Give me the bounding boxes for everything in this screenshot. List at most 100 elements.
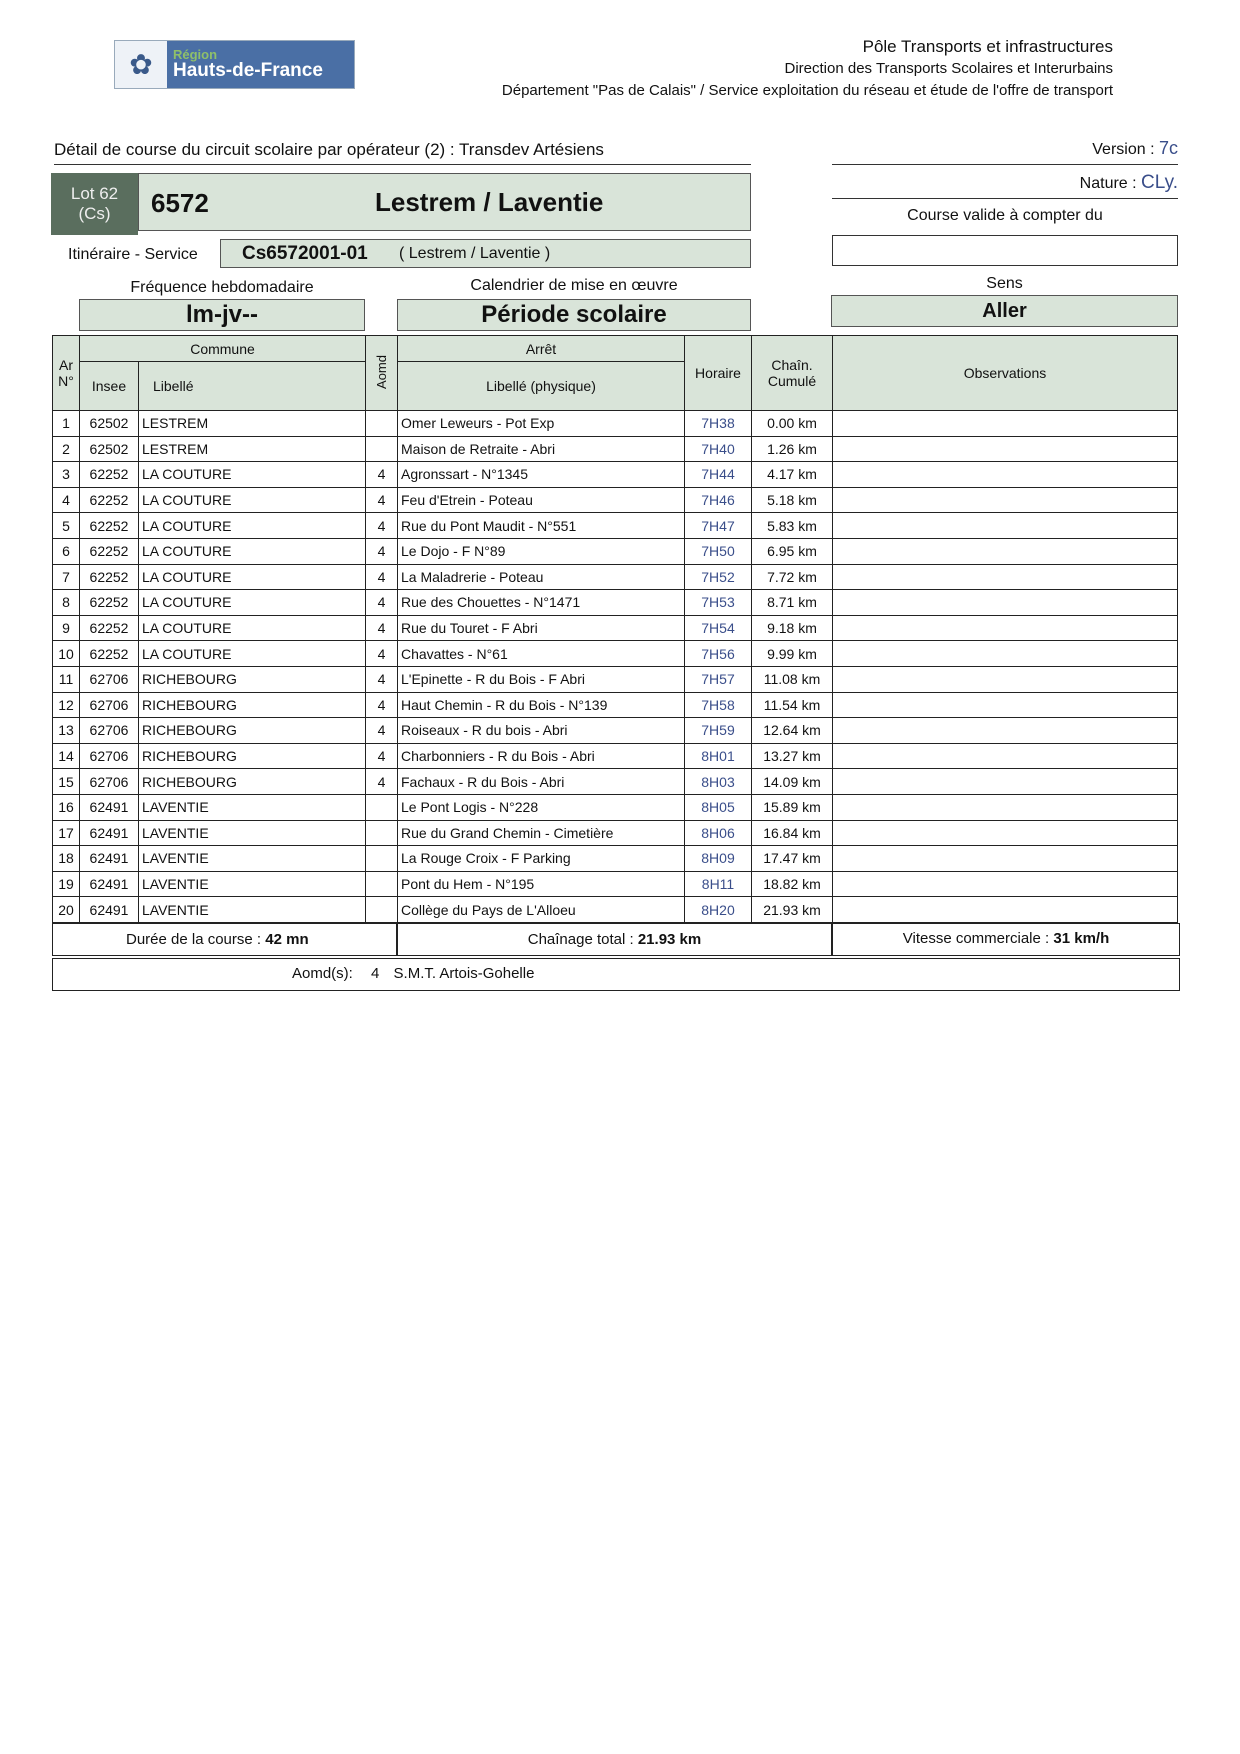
row-chainage: 11.54 km: [751, 691, 833, 719]
row-insee: 62502: [79, 435, 139, 463]
header-no: N°: [58, 373, 74, 389]
header-ar: Ar N°: [52, 335, 80, 411]
row-insee: 62491: [79, 896, 139, 923]
row-commune: RICHEBOURG: [138, 768, 366, 795]
calendrier-label: Calendrier de mise en œuvre: [470, 277, 678, 294]
row-observations: [832, 589, 1178, 616]
row-chainage: 15.89 km: [751, 793, 833, 821]
row-aomd: [365, 435, 398, 463]
row-observations: [832, 896, 1178, 923]
row-observations: [832, 486, 1178, 514]
table-row: 1 62502 LESTREM Omer Leweurs - Pot Exp 7H38 0…: [52, 410, 1178, 437]
table-row: 17 62491 LAVENTIE Rue du Grand Chemin - Cim…: [52, 819, 1178, 847]
row-aomd: 4: [365, 614, 398, 642]
row-arret: La Maladrerie - Poteau: [397, 563, 685, 591]
row-aomd: [365, 870, 398, 898]
row-commune: LA COUTURE: [138, 563, 366, 591]
row-aomd: [365, 896, 398, 923]
row-number: 3: [52, 461, 80, 488]
row-insee: 62252: [79, 563, 139, 591]
row-chainage: 13.27 km: [751, 742, 833, 770]
row-aomd: [365, 793, 398, 821]
row-number: 15: [52, 768, 80, 795]
row-horaire: 7H40: [684, 435, 752, 463]
valid-date-field: [832, 235, 1178, 266]
france-map-icon: ✿: [115, 41, 167, 88]
row-arret: Agronssart - N°1345: [397, 461, 685, 488]
row-arret: Rue du Pont Maudit - N°551: [397, 512, 685, 539]
table-row: 19 62491 LAVENTIE Pont du Hem - N°195 8H11 18…: [52, 870, 1178, 898]
row-insee: 62706: [79, 691, 139, 719]
vitesse-value: 31 km/h: [1053, 930, 1110, 947]
row-number: 16: [52, 793, 80, 821]
row-commune: LAVENTIE: [138, 845, 366, 872]
row-insee: 62491: [79, 793, 139, 821]
row-number: 2: [52, 435, 80, 463]
frequence-label: Fréquence hebdomadaire: [130, 279, 314, 296]
row-commune: LA COUTURE: [138, 461, 366, 488]
row-chainage: 16.84 km: [751, 819, 833, 847]
stops-table: Ar N° Commune Aomd Arrêt Horaire Chaîn. Cu…: [52, 335, 1178, 923]
row-arret: Rue du Touret - F Abri: [397, 614, 685, 642]
row-insee: 62706: [79, 665, 139, 693]
sens-value: Aller: [831, 295, 1178, 327]
header-horaire: Horaire: [684, 335, 752, 411]
row-arret: Le Pont Logis - N°228: [397, 793, 685, 821]
row-arret: La Rouge Croix - F Parking: [397, 845, 685, 872]
row-horaire: 7H54: [684, 614, 752, 642]
row-observations: [832, 691, 1178, 719]
region-logo: ✿ Région Hauts-de-France: [114, 40, 355, 89]
row-number: 14: [52, 742, 80, 770]
row-aomd: 4: [365, 742, 398, 770]
row-commune: LESTREM: [138, 435, 366, 463]
row-arret: Maison de Retraite - Abri: [397, 435, 685, 463]
row-horaire: 7H46: [684, 486, 752, 514]
row-horaire: 8H01: [684, 742, 752, 770]
vitesse: Vitesse commerciale : 31 km/h: [832, 923, 1180, 956]
row-insee: 62252: [79, 589, 139, 616]
row-horaire: 8H03: [684, 768, 752, 795]
row-horaire: 7H57: [684, 665, 752, 693]
chainage-value: 21.93 km: [637, 931, 702, 948]
row-horaire: 7H56: [684, 640, 752, 667]
row-observations: [832, 768, 1178, 795]
aomd-label: Aomd(s):: [292, 965, 353, 982]
row-aomd: 4: [365, 691, 398, 719]
table-row: 3 62252 LA COUTURE 4 Agronssart - N°1345 7H44…: [52, 461, 1178, 488]
calendrier-value: Période scolaire: [397, 299, 751, 331]
row-number: 6: [52, 537, 80, 565]
header-chainage: Chaîn. Cumulé: [751, 335, 833, 411]
row-commune: RICHEBOURG: [138, 717, 366, 744]
row-aomd: [365, 845, 398, 872]
header-commune: Commune: [79, 335, 366, 362]
table-row: 11 62706 RICHEBOURG 4 L'Epinette - R du Bois…: [52, 665, 1178, 693]
row-insee: 62491: [79, 870, 139, 898]
row-number: 4: [52, 486, 80, 514]
header-line2: Direction des Transports Scolaires et In…: [784, 60, 1113, 77]
row-insee: 62252: [79, 461, 139, 488]
vitesse-label: Vitesse commerciale :: [902, 930, 1050, 947]
row-arret: Le Dojo - F N°89: [397, 537, 685, 565]
duree: Durée de la course : 42 mn: [52, 923, 397, 956]
row-number: 17: [52, 819, 80, 847]
row-observations: [832, 819, 1178, 847]
row-chainage: 17.47 km: [751, 845, 833, 872]
row-chainage: 9.99 km: [751, 640, 833, 667]
header-libelle: Libellé: [138, 361, 366, 411]
table-row: 15 62706 RICHEBOURG 4 Fachaux - R du Bois - …: [52, 768, 1178, 795]
row-horaire: 7H59: [684, 717, 752, 744]
row-aomd: 4: [365, 461, 398, 488]
page-title: Détail de course du circuit scolaire par…: [54, 140, 751, 165]
row-observations: [832, 537, 1178, 565]
sens-label: Sens: [986, 275, 1023, 292]
table-row: 18 62491 LAVENTIE La Rouge Croix - F Parkin…: [52, 845, 1178, 872]
itineraire-label: Itinéraire - Service: [68, 246, 198, 263]
row-horaire: 8H20: [684, 896, 752, 923]
row-insee: 62502: [79, 410, 139, 437]
row-aomd: [365, 410, 398, 437]
row-aomd: 4: [365, 717, 398, 744]
row-arret: Roiseaux - R du bois - Abri: [397, 717, 685, 744]
row-arret: Pont du Hem - N°195: [397, 870, 685, 898]
row-insee: 62252: [79, 640, 139, 667]
row-aomd: 4: [365, 665, 398, 693]
